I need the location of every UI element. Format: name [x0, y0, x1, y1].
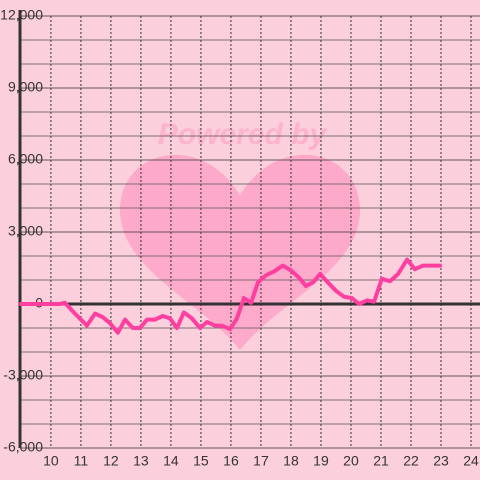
x-tick-label: 19	[313, 453, 329, 469]
x-tick-label: 24	[463, 453, 479, 469]
x-tick-label: 14	[163, 453, 179, 469]
y-tick-label: 3,000	[8, 223, 43, 239]
y-tick-label: -6,000	[3, 439, 43, 455]
x-tick-label: 17	[253, 453, 269, 469]
x-tick-label: 11	[74, 453, 89, 469]
x-tick-label: 10	[43, 453, 59, 469]
x-tick-label: 16	[223, 453, 239, 469]
y-tick-label: 9,000	[8, 79, 43, 95]
watermark-text: Powered by	[158, 118, 328, 151]
watermark-group: Powered by	[120, 118, 360, 350]
x-tick-label: 15	[193, 453, 209, 469]
x-tick-label: 18	[283, 453, 299, 469]
y-tick-label: 6,000	[8, 151, 43, 167]
x-tick-label: 12	[103, 453, 119, 469]
data-line	[18, 257, 443, 335]
x-tick-label: 22	[403, 453, 419, 469]
watermark-heart	[120, 154, 360, 350]
x-tick-label: 20	[343, 453, 359, 469]
y-tick-label: -3,000	[3, 367, 43, 383]
x-tick-label: 13	[133, 453, 149, 469]
x-tick-label: 21	[373, 453, 389, 469]
y-tick-label: 12,000	[0, 7, 43, 23]
x-tick-label: 23	[433, 453, 449, 469]
